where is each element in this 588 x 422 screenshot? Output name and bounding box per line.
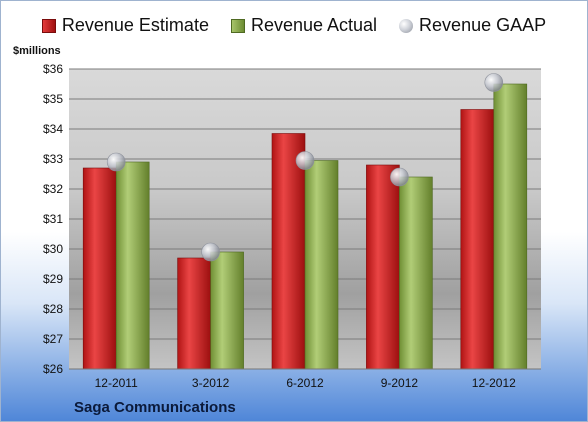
legend: Revenue Estimate Revenue Actual Revenue … [1,15,587,36]
legend-item-estimate: Revenue Estimate [41,15,209,36]
legend-item-actual: Revenue Actual [230,15,378,36]
bar-revenue-estimate [177,257,211,370]
point-revenue-gaap [201,242,220,262]
y-tick-label: $33 [43,152,63,166]
legend-swatch-gaap [399,18,414,33]
x-tick-label: 6-2012 [286,376,324,390]
bar-revenue-actual [399,176,433,370]
point-revenue-gaap [295,151,315,170]
point-revenue-gaap [390,167,409,187]
point-revenue-gaap [484,73,504,92]
y-tick-label: $35 [43,92,63,106]
x-tick-label: 3-2012 [192,376,230,390]
y-tick-label: $29 [43,272,63,286]
bar-revenue-actual [115,161,150,370]
legend-swatch-estimate [41,18,56,33]
y-tick-label: $31 [43,212,63,226]
y-tick-label: $28 [43,302,63,316]
legend-label-actual: Revenue Actual [250,15,378,35]
bar-revenue-estimate [271,133,306,370]
x-tick-label: 9-2012 [381,376,419,390]
legend-label-gaap: Revenue GAAP [419,15,547,35]
x-tick-label: 12-2011 [95,376,138,390]
y-tick-label: $36 [43,62,63,76]
legend-label-estimate: Revenue Estimate [61,15,209,35]
x-tick-label: 12-2012 [472,376,516,390]
legend-swatch-actual [230,18,245,33]
y-tick-label: $32 [43,182,63,196]
point-revenue-gaap [106,152,126,172]
company-name: Saga Communications [74,399,236,416]
bar-revenue-estimate [366,164,400,370]
legend-item-gaap: Revenue GAAP [399,15,546,36]
y-tick-label: $34 [43,122,63,136]
y-tick-label: $27 [43,332,63,346]
bar-revenue-actual [304,160,339,370]
bar-revenue-estimate [460,109,495,370]
y-axis-unit-label: $millions [13,45,61,57]
bar-revenue-estimate [82,167,117,370]
y-tick-label: $30 [43,242,63,256]
bar-revenue-actual [210,251,244,370]
bar-revenue-actual [493,83,528,370]
y-tick-label: $26 [43,362,63,376]
